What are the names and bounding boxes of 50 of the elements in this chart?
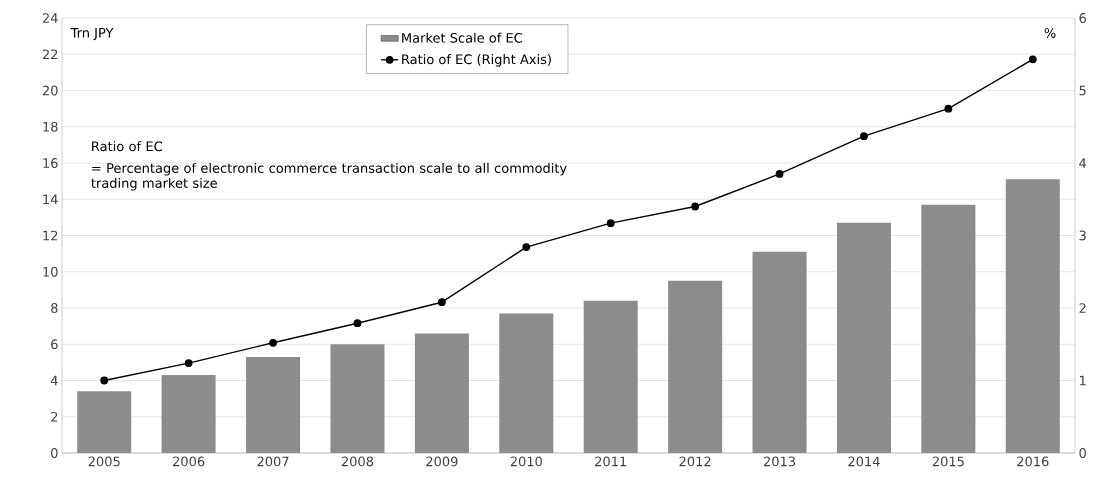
x-tick-label: 2005 xyxy=(88,456,120,467)
y-tick-label: 2 xyxy=(51,411,58,422)
y-tick-label: 18 xyxy=(43,121,58,132)
legend-label: Ratio of EC (Right Axis) xyxy=(402,54,551,67)
x-tick-label: 2013 xyxy=(763,456,796,467)
x-tick-label: 2012 xyxy=(679,456,711,467)
point xyxy=(100,376,109,385)
y-tick-label: 10 xyxy=(43,266,58,277)
y2-tick-label: 2 xyxy=(1079,303,1086,313)
y-tick-label: 20 xyxy=(42,85,58,96)
y2-tick-label: 1 xyxy=(1079,375,1086,386)
y-tick-label: 4 xyxy=(50,375,58,386)
y2-tick-label: 4 xyxy=(1079,158,1087,168)
point xyxy=(860,132,868,141)
point xyxy=(353,319,362,328)
y2-tick-label: 6 xyxy=(1079,13,1086,23)
point xyxy=(269,338,277,347)
y-tick-label: 24 xyxy=(42,13,58,23)
point xyxy=(775,169,784,178)
x-tick-label: 2014 xyxy=(848,456,880,467)
y2-tick-label: 0 xyxy=(1079,448,1086,458)
point xyxy=(691,202,700,211)
point xyxy=(522,243,531,251)
point xyxy=(944,104,953,113)
y-axis-title: Trn JPY xyxy=(70,28,114,41)
x-tick-label: 2015 xyxy=(932,456,964,467)
x-tick-label: 2008 xyxy=(341,456,374,467)
x-tick-label: 2007 xyxy=(257,456,289,467)
annotation: Ratio of EC xyxy=(92,141,163,152)
x-tick-label: 2016 xyxy=(1017,456,1049,467)
x-tick-label: 2009 xyxy=(426,456,458,467)
y-tick-label: 8 xyxy=(51,303,58,313)
y-tick-label: 22 xyxy=(42,49,58,60)
y2-axis-title: % xyxy=(1044,28,1056,38)
y2-tick-label: 5 xyxy=(1079,85,1086,96)
point xyxy=(184,359,193,367)
y-tick-label: 0 xyxy=(51,448,58,458)
y-tick-label: 14 xyxy=(43,194,58,204)
y2-tick-label: 3 xyxy=(1079,230,1086,241)
point xyxy=(437,298,446,307)
x-tick-label: 2011 xyxy=(595,456,627,467)
point xyxy=(1028,55,1037,64)
legend-label: Market Scale of EC xyxy=(402,32,523,43)
y-tick-label: 6 xyxy=(51,339,58,350)
x-tick-label: 2006 xyxy=(173,456,205,467)
annotation: = Percentage of electronic commerce transaction scale to all commodity trading market size xyxy=(91,162,567,191)
point xyxy=(606,219,615,228)
y-tick-label: 12 xyxy=(43,230,58,241)
x-tick-label: 2010 xyxy=(510,456,542,467)
y-tick-label: 16 xyxy=(43,158,58,168)
